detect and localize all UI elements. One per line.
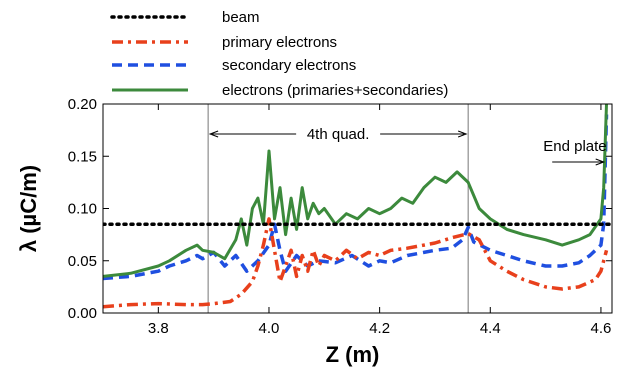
- x-tick-label-1: 4.0: [259, 320, 280, 337]
- quad-arrowhead-right: [457, 130, 468, 138]
- annotations: 4th quad. End plate: [208, 126, 607, 166]
- legend-label-1: primary electrons: [222, 34, 337, 51]
- legend-label-2: secondary electrons: [222, 57, 356, 74]
- legend-label-0: beam: [222, 9, 260, 26]
- endplate-label: End plate: [543, 138, 606, 155]
- y-tick-label-1: 0.05: [68, 253, 97, 270]
- y-tick-label-0: 0.00: [68, 305, 97, 322]
- legend-label-3: electrons (primaries+secondaries): [222, 82, 448, 99]
- y-tick-label-2: 0.10: [68, 201, 97, 218]
- x-tick-label-3: 4.4: [480, 320, 501, 337]
- x-tick-label-0: 3.8: [148, 320, 169, 337]
- y-tick-label-4: 0.20: [68, 96, 97, 113]
- plot-area: [103, 103, 614, 313]
- quad-label: 4th quad.: [307, 126, 370, 143]
- legend: beam primary electrons secondary electrons…: [110, 9, 448, 99]
- quad-arrowhead-left: [208, 130, 219, 138]
- y-axis-label: λ (µC/m): [16, 165, 41, 252]
- series-line-3: [103, 103, 608, 278]
- x-axis-label: Z (m): [326, 342, 380, 367]
- x-tick-label-4: 4.6: [591, 320, 612, 337]
- x-tick-label-2: 4.2: [369, 320, 390, 337]
- series-line-2: [103, 114, 609, 281]
- endplate-arrowhead: [595, 158, 606, 166]
- axis-ticks: 3.8 4.0 4.2 4.4 4.6 0.00 0.05 0.10 0.15 0.20: [68, 96, 612, 337]
- y-tick-label-3: 0.15: [68, 148, 97, 165]
- series-line-1: [103, 217, 609, 309]
